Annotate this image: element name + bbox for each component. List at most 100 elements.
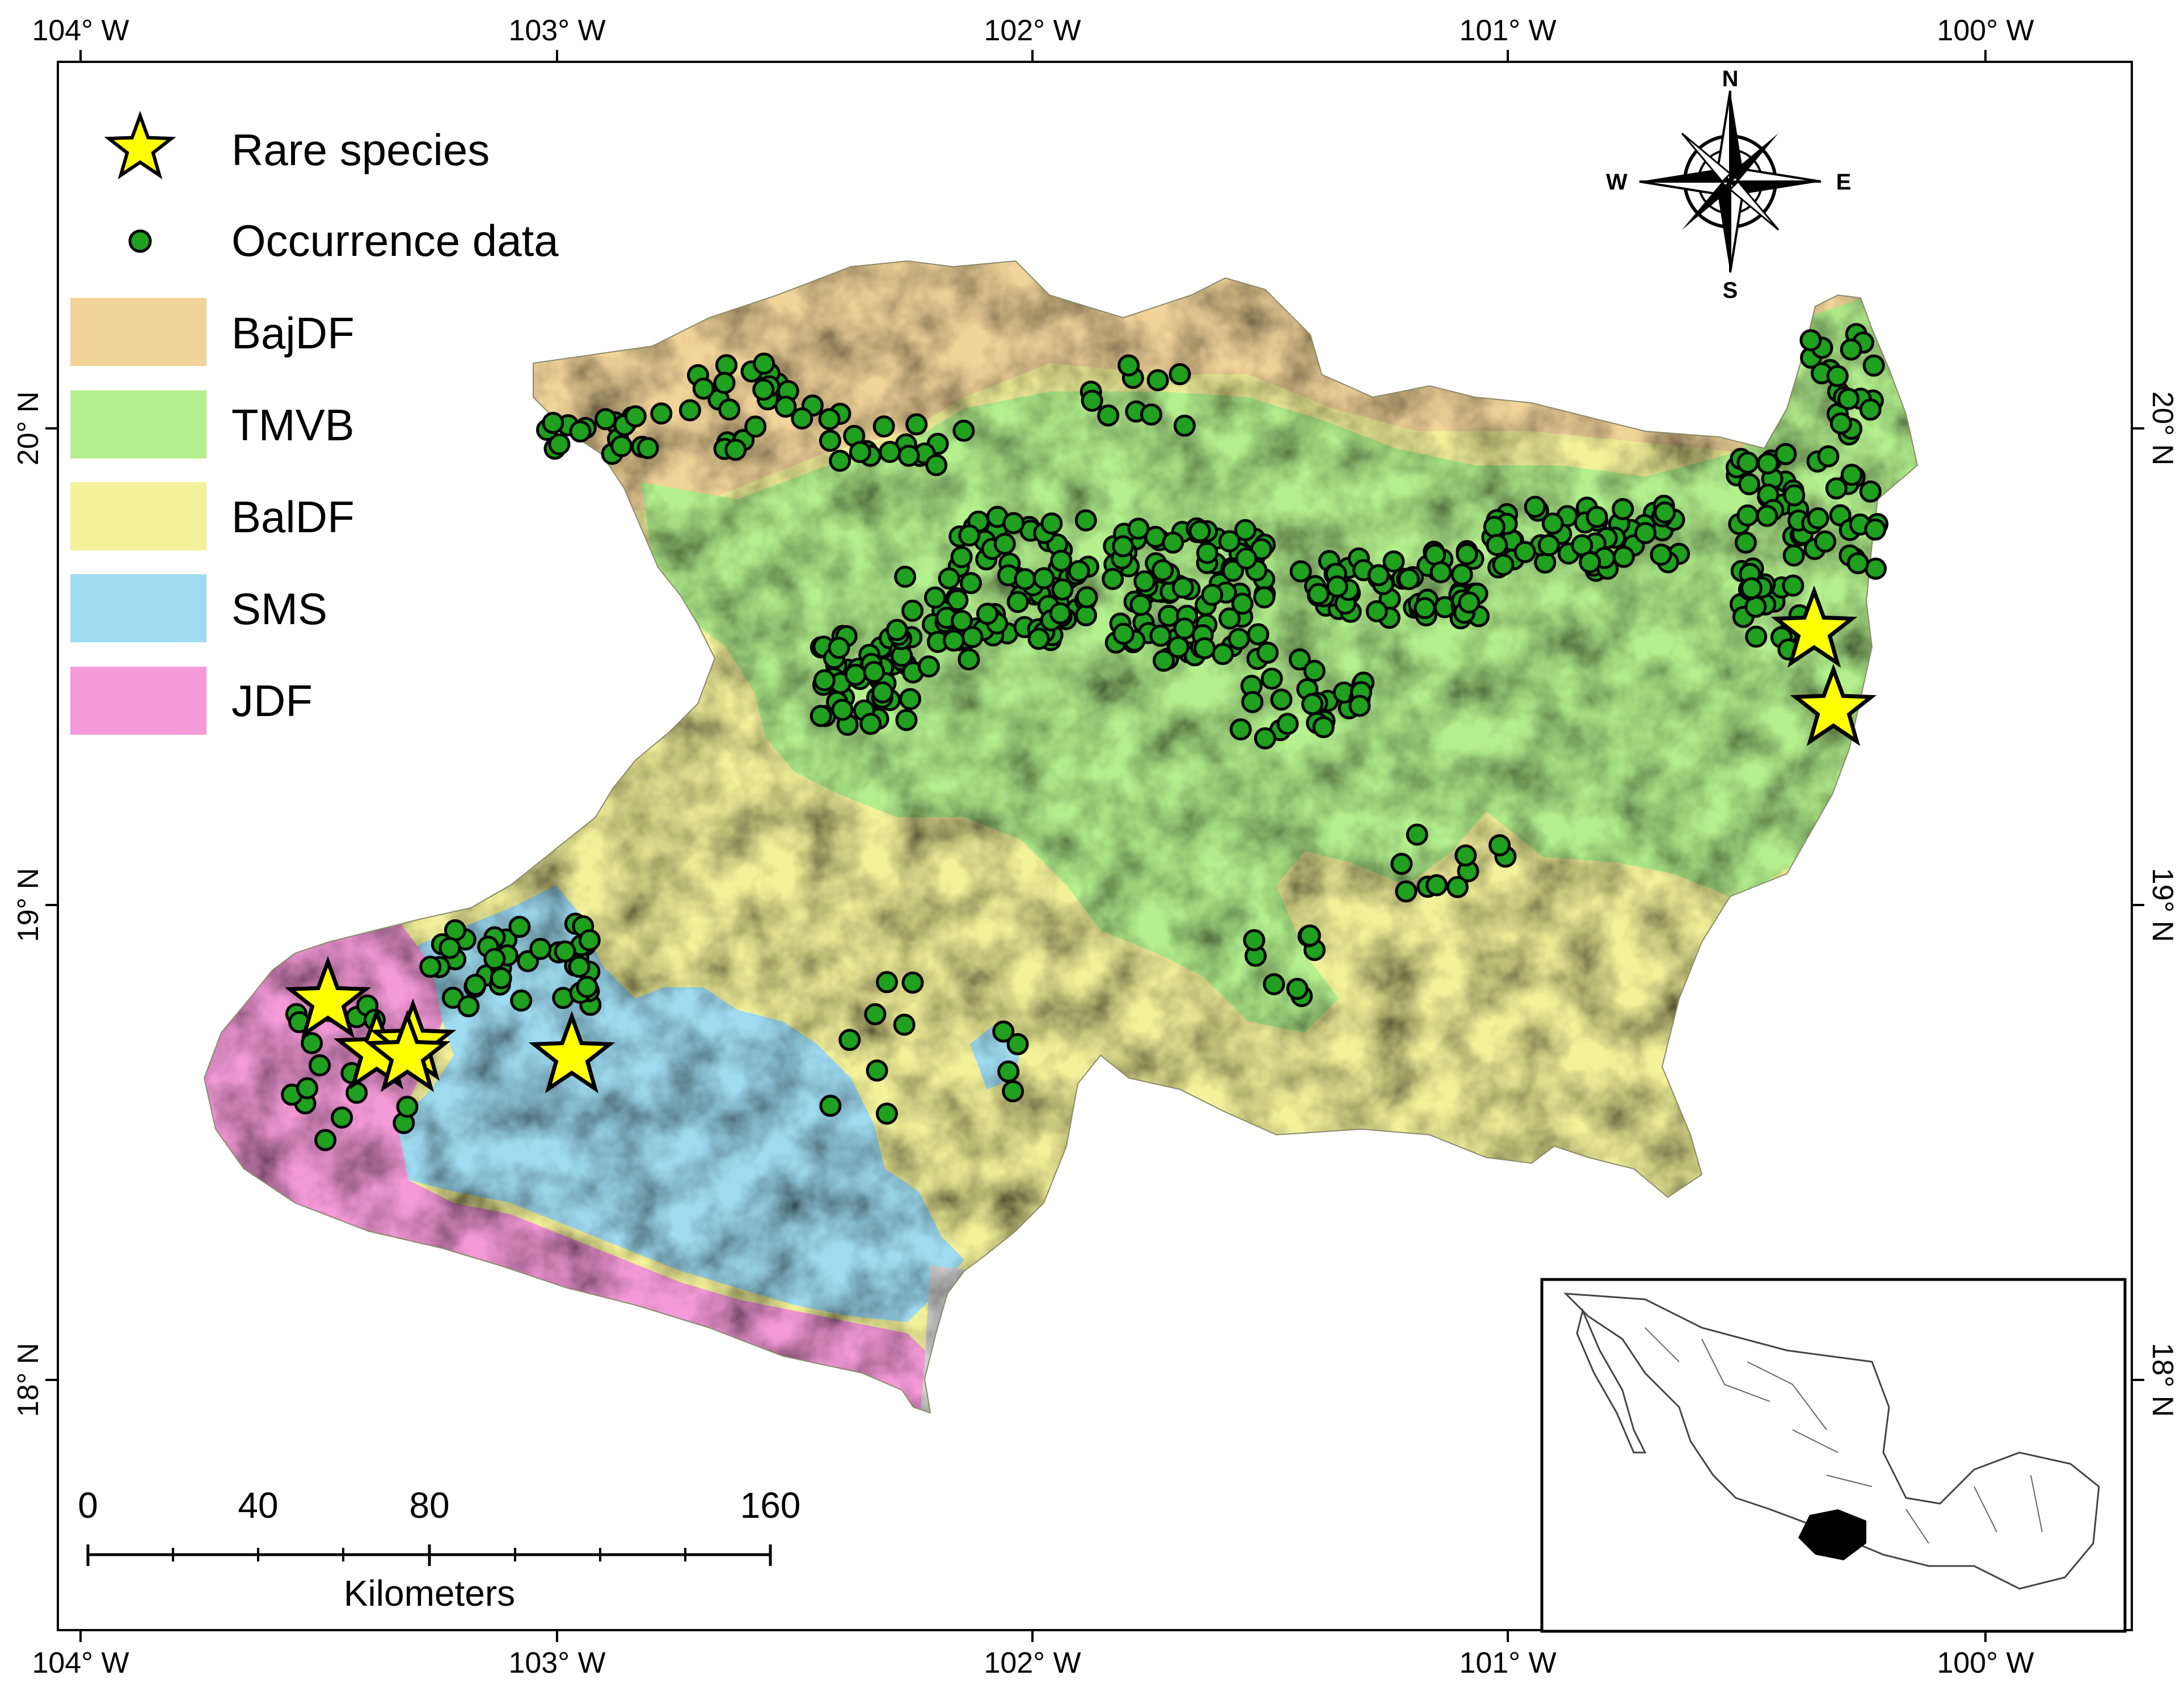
occurrence-point xyxy=(1153,649,1175,672)
occurrence-point xyxy=(1451,563,1473,586)
occurrence-point xyxy=(1286,978,1309,1000)
occurrence-point xyxy=(993,533,1016,555)
occurrence-point xyxy=(1326,575,1348,598)
occurrence-point xyxy=(1458,591,1481,614)
occurrence-point xyxy=(301,1032,323,1054)
tick xyxy=(1031,50,1034,62)
occurrence-point xyxy=(1537,534,1560,557)
occurrence-point xyxy=(774,395,797,418)
occurrence-point xyxy=(959,572,982,595)
occurrence-point xyxy=(1112,622,1135,645)
occurrence-point xyxy=(1756,504,1778,527)
occurrence-point xyxy=(1188,520,1211,542)
occurrence-point xyxy=(1486,534,1508,556)
occurrence-point xyxy=(917,655,940,678)
occurrence-point xyxy=(1027,628,1050,650)
occurrence-point xyxy=(309,1054,331,1077)
lon-label-top-103: 103° W xyxy=(508,14,606,47)
occurrence-point xyxy=(1231,592,1254,615)
occurrence-point xyxy=(1076,586,1098,609)
occurrence-point xyxy=(1414,597,1436,620)
occurrence-point xyxy=(1782,544,1805,567)
occurrence-point xyxy=(901,599,924,622)
lon-label-bottom-101: 101° W xyxy=(1459,1647,1557,1679)
occurrence-point xyxy=(1097,404,1120,427)
occurrence-point xyxy=(895,709,918,731)
legend-occurrence-label: Occurrence data xyxy=(231,216,559,266)
occurrence-point xyxy=(752,378,775,401)
occurrence-point xyxy=(396,1096,419,1118)
occurrence-point xyxy=(1654,501,1676,524)
occurrence-point xyxy=(1102,567,1124,590)
occurrence-point xyxy=(542,411,564,434)
occurrence-point xyxy=(897,444,920,467)
occurrence-point xyxy=(1303,659,1326,682)
occurrence-point xyxy=(1489,834,1511,857)
occurrence-point xyxy=(1140,403,1162,426)
occurrence-point xyxy=(296,1077,318,1100)
occurrence-point xyxy=(879,441,901,463)
occurrence-point xyxy=(1382,550,1405,573)
occurrence-point xyxy=(1241,691,1264,713)
occurrence-point xyxy=(1254,727,1276,750)
occurrence-point xyxy=(946,589,969,612)
occurrence-point xyxy=(1826,365,1849,388)
occurrence-point xyxy=(1253,586,1276,609)
occurrence-point xyxy=(1040,512,1063,535)
occurrence-point xyxy=(828,637,850,659)
inset-baja xyxy=(1576,1308,1647,1454)
occurrence-point xyxy=(464,974,487,996)
occurrence-point xyxy=(1483,516,1506,538)
occurrence-point xyxy=(1736,451,1759,474)
occurrence-point xyxy=(859,713,882,735)
rare-species-star xyxy=(1790,663,1877,746)
rare-species-star xyxy=(528,1011,615,1093)
occurrence-point xyxy=(1586,506,1608,528)
occurrence-point xyxy=(1006,1033,1029,1055)
tick xyxy=(45,904,58,906)
tick xyxy=(2132,1379,2144,1381)
occurrence-point xyxy=(901,971,924,994)
rare-species-star xyxy=(364,1009,451,1092)
legend-baldf-label: BalDF xyxy=(231,492,355,542)
rare-species-star xyxy=(1770,585,1858,668)
occurrence-point xyxy=(950,609,973,632)
lon-label-top-102: 102° W xyxy=(984,14,1081,47)
occurrence-point xyxy=(809,705,832,727)
occurrence-point xyxy=(713,372,736,394)
tick xyxy=(1984,50,1987,62)
occurrence-point xyxy=(1298,924,1321,947)
lon-label-bottom-104: 104° W xyxy=(32,1647,129,1679)
occurrence-point xyxy=(457,995,480,1017)
occurrence-point xyxy=(1173,414,1196,437)
occurrence-point xyxy=(753,352,775,375)
occurrence-point xyxy=(1579,551,1601,574)
occurrence-point xyxy=(976,603,998,625)
occurrence-point xyxy=(1235,547,1258,570)
occurrence-point xyxy=(829,449,851,472)
occurrence-point xyxy=(650,402,673,425)
tick xyxy=(1507,1630,1509,1642)
occurrence-point xyxy=(1740,577,1763,600)
rare-species-legend-icon xyxy=(104,111,176,179)
state-boundary xyxy=(203,260,1919,1414)
occurrence-point xyxy=(1736,504,1759,527)
occurrence-point xyxy=(894,566,917,588)
occurrence-point xyxy=(483,948,506,970)
occurrence-point xyxy=(331,1106,353,1129)
lon-label-bottom-102: 102° W xyxy=(984,1647,1081,1679)
region-tmvb xyxy=(641,295,1917,1033)
occurrence-point xyxy=(1276,713,1299,735)
occurrence-point xyxy=(744,415,767,438)
occurrence-point xyxy=(838,1029,861,1051)
occurrence-point xyxy=(813,669,836,692)
occurrence-point xyxy=(938,567,960,590)
occurrence-point xyxy=(1247,623,1270,646)
scale-label-160: 160 xyxy=(740,1485,801,1526)
occurrence-point xyxy=(1397,568,1420,591)
occurrence-point xyxy=(791,407,813,430)
occurrence-point xyxy=(872,415,895,438)
occurrence-point xyxy=(1201,583,1224,606)
occurrence-point xyxy=(1829,412,1852,435)
occurrence-point xyxy=(1050,549,1073,572)
